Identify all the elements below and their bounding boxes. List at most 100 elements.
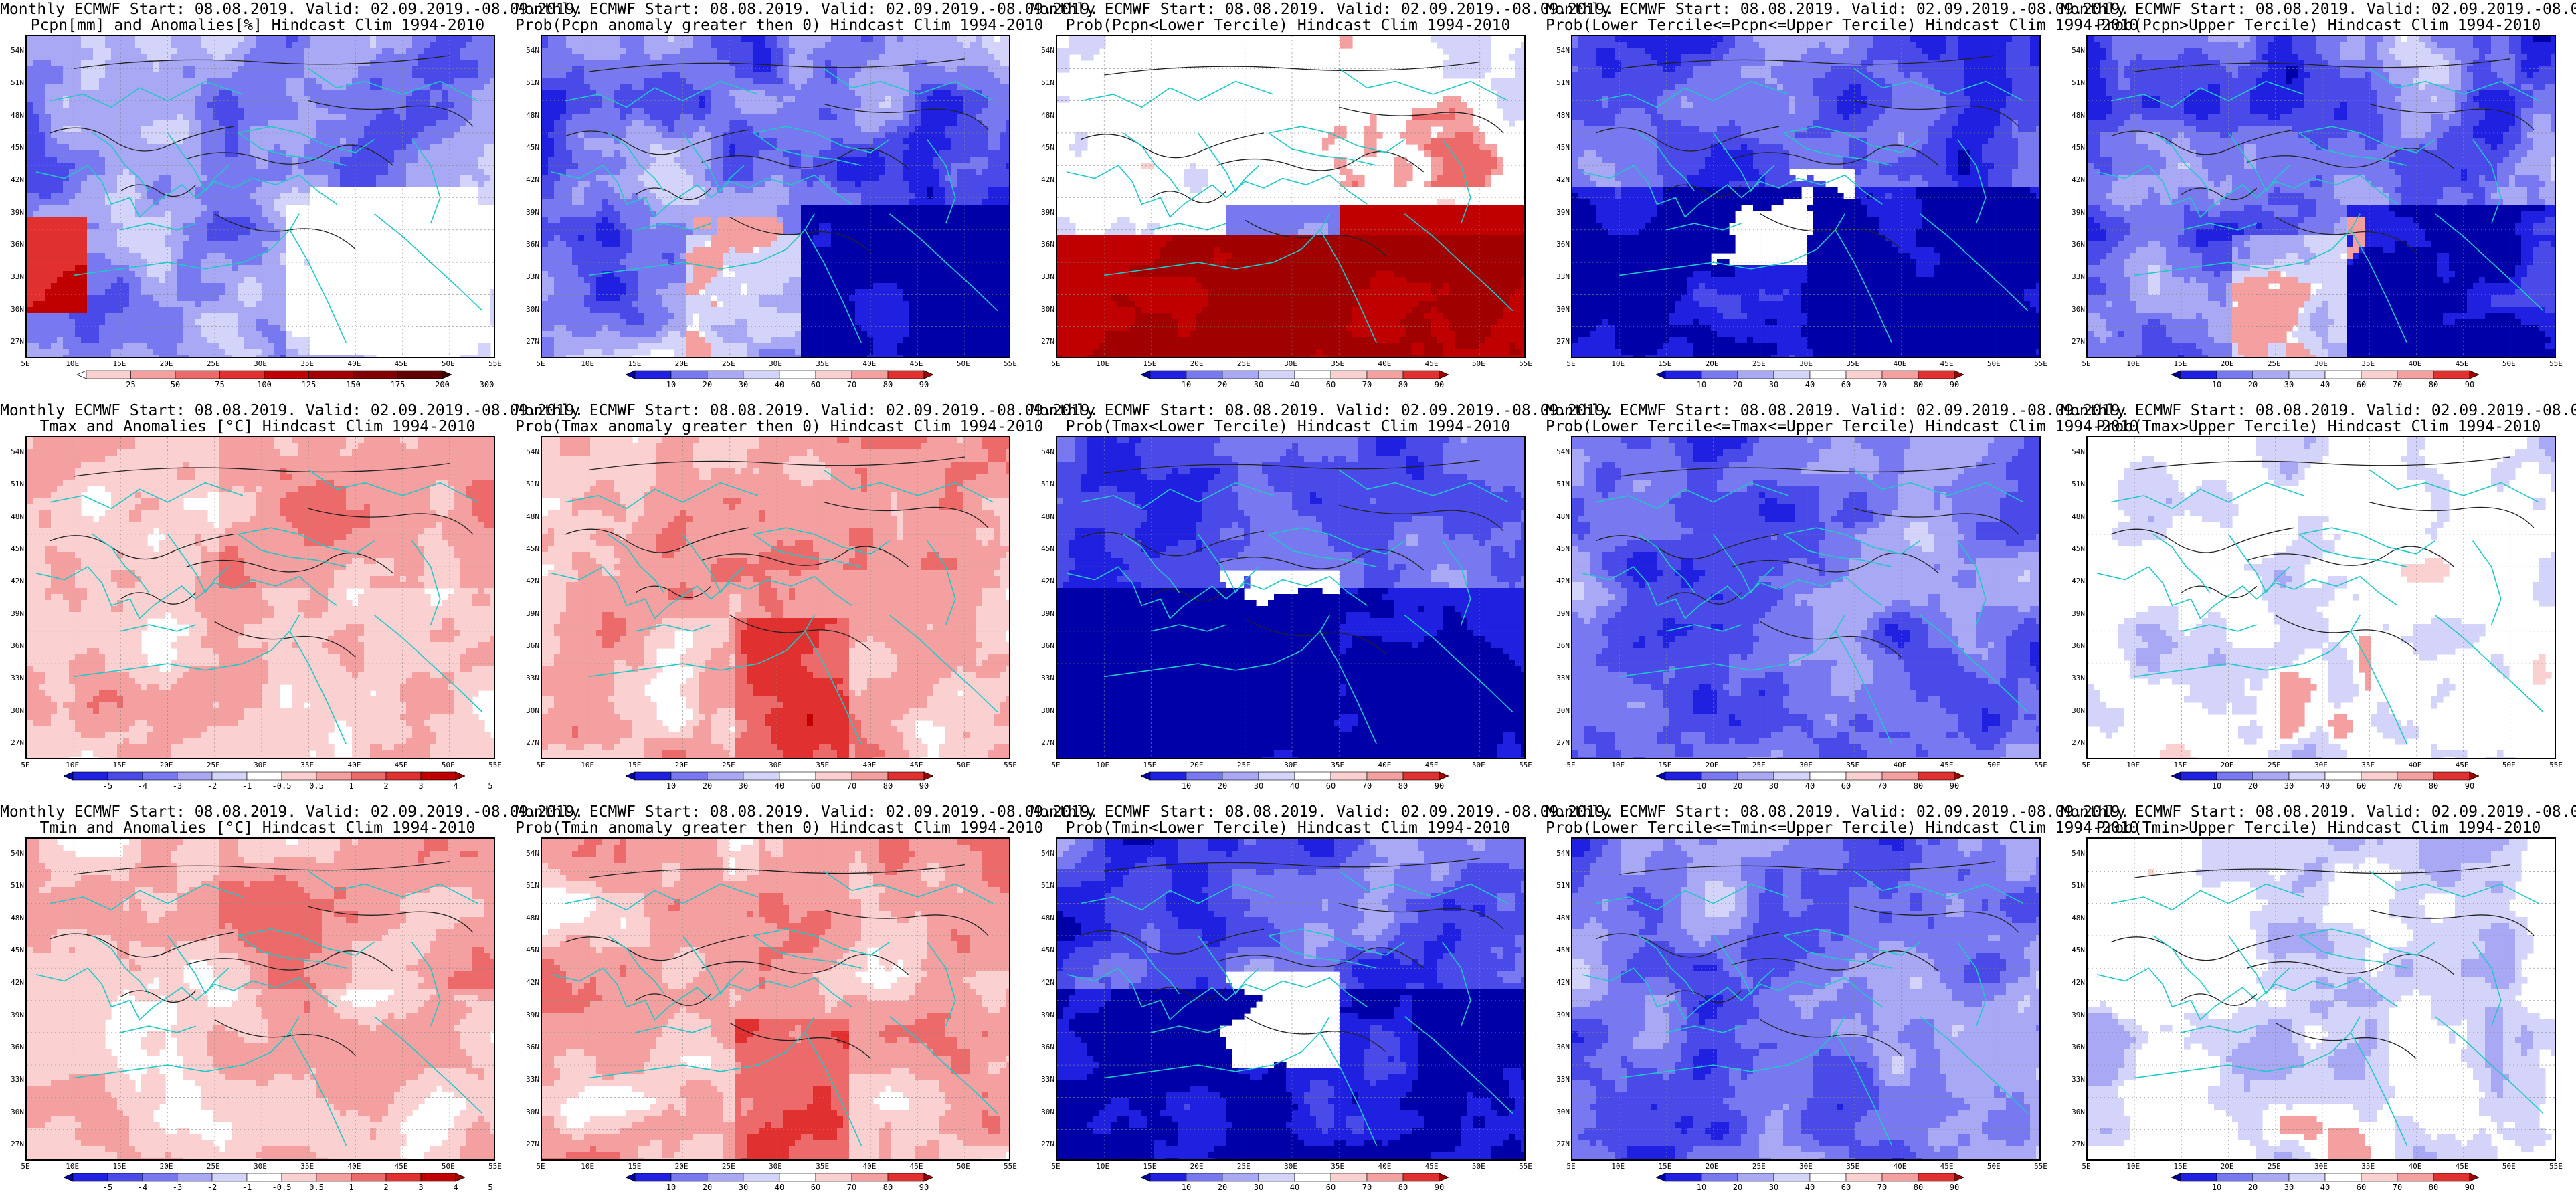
lon-tick-label: 45E: [1425, 359, 1439, 368]
colorbar-tick-label: 100: [257, 380, 272, 389]
colorbar: [1141, 1173, 1449, 1190]
lat-tick-label: 27N: [1548, 337, 1570, 346]
colorbar: [626, 771, 933, 789]
shaded-field: [1057, 839, 1524, 1159]
lat-tick-label: 27N: [3, 1140, 24, 1148]
lat-tick-label: 45N: [1033, 946, 1054, 955]
colorbar-tick-label: 70: [2393, 781, 2402, 791]
lon-tick-label: 30E: [1799, 359, 1813, 368]
contour-lines: [1080, 460, 1504, 655]
colorbar-swatch: [1918, 1173, 1955, 1182]
lat-tick-label: 51N: [1033, 78, 1054, 87]
colorbar-tick-label: 125: [302, 380, 316, 389]
lon-tick-label: 30E: [769, 761, 782, 769]
colorbar-swatch: [1402, 771, 1440, 781]
colorbar-tick-label: 3: [418, 781, 423, 791]
lat-tick-label: 51N: [518, 480, 539, 488]
colorbar-swatch: [1701, 370, 1738, 379]
lon-tick-label: 35E: [816, 1162, 829, 1171]
colorbar-tick-label: 20: [1218, 781, 1227, 791]
lon-tick-label: 50E: [1472, 761, 1485, 769]
colorbar-tick-label: 40: [2320, 380, 2330, 389]
colorbar-swatch: [264, 370, 309, 379]
colorbar-swatch: [634, 771, 672, 781]
colorbar: [2171, 370, 2479, 387]
lat-tick-label: 33N: [518, 272, 539, 281]
contour-lines: [1080, 858, 1504, 1053]
contour-lines: [50, 861, 474, 1056]
lat-tick-label: 39N: [1548, 1011, 1570, 1019]
lon-tick-label: 35E: [300, 761, 314, 769]
colorbar-min-arrow: [77, 370, 87, 379]
colorbar-swatch: [743, 370, 780, 379]
colorbar-swatch: [1809, 771, 1847, 781]
lon-tick-label: 40E: [347, 359, 361, 368]
colorbar-tick-label: 40: [2320, 781, 2330, 791]
lon-tick-label: 45E: [910, 761, 923, 769]
panel-header-line: Monthly ECMWF Start: 08.08.2019. Valid: …: [1546, 403, 2129, 419]
lon-tick-label: 45E: [1940, 1162, 1954, 1171]
lon-tick-label: 15E: [1143, 1162, 1156, 1171]
lat-tick-label: 27N: [1548, 1140, 1570, 1148]
lat-tick-label: 27N: [1033, 1140, 1054, 1148]
colorbar-swatch: [353, 370, 398, 379]
colorbar-swatch: [420, 1173, 456, 1182]
coastlines: [2096, 870, 2544, 1146]
colorbar-tick-label: 40: [1290, 781, 1299, 791]
lat-tick-label: 54N: [1548, 46, 1570, 55]
lat-tick-label: 30N: [2063, 706, 2085, 715]
lat-tick-label: 54N: [3, 849, 24, 858]
lon-tick-label: 5E: [1051, 1162, 1060, 1171]
colorbar-swatch: [246, 771, 282, 781]
lat-tick-label: 39N: [1548, 609, 1570, 618]
map-panel: Monthly ECMWF Start: 08.08.2019. Valid: …: [1030, 401, 1614, 803]
lat-tick-label: 36N: [1548, 240, 1570, 249]
colorbar-swatch: [1701, 1173, 1738, 1182]
lon-tick-label: 45E: [910, 1162, 923, 1171]
lat-tick-label: 30N: [1548, 706, 1570, 715]
colorbar-tick-label: 30: [2284, 1183, 2294, 1192]
shaded-field: [1572, 36, 2039, 357]
coastlines: [1581, 469, 2029, 745]
map-svg: [2088, 839, 2555, 1159]
colorbar-swatch: [1809, 370, 1847, 379]
colorbar-swatch: [211, 1173, 248, 1182]
coastlines: [1581, 870, 2029, 1146]
lon-tick-label: 20E: [160, 1162, 173, 1171]
lat-tick-label: 42N: [3, 577, 24, 585]
lon-tick-label: 35E: [2361, 1162, 2375, 1171]
colorbar-tick-label: -3: [173, 1183, 182, 1192]
colorbar-tick-label: 20: [1218, 380, 1227, 389]
lat-tick-label: 51N: [1548, 881, 1570, 890]
lat-tick-label: 48N: [1548, 914, 1570, 922]
coastlines: [551, 469, 998, 745]
colorbar-tick-label: 90: [2465, 781, 2474, 791]
colorbar-min-arrow: [1141, 771, 1151, 781]
colorbar-max-arrow: [2469, 1173, 2479, 1182]
lat-tick-label: 30N: [1548, 1108, 1570, 1116]
colorbar-swatch: [177, 771, 213, 781]
lon-tick-label: 40E: [1893, 1162, 1906, 1171]
lat-tick-label: 30N: [3, 706, 24, 715]
colorbar-swatch: [86, 370, 131, 379]
colorbar-swatch: [2397, 370, 2434, 379]
colorbar-tick-label: 80: [2429, 380, 2438, 389]
colorbar-swatch: [1294, 771, 1331, 781]
colorbar-tick-label: 10: [2212, 1183, 2221, 1192]
colorbar-min-arrow: [1656, 370, 1666, 379]
lat-tick-label: 42N: [1548, 175, 1570, 184]
colorbar-tick-label: 0.5: [309, 1183, 324, 1192]
lon-tick-label: 45E: [2456, 359, 2469, 368]
colorbar-tick-label: 20: [2248, 380, 2258, 389]
map-frame: [2086, 35, 2556, 358]
lon-tick-label: 55E: [2034, 1162, 2047, 1171]
colorbar-swatch: [1222, 1173, 1259, 1182]
colorbar-tick-label: 60: [811, 781, 820, 791]
colorbar-tick-label: 60: [1326, 380, 1336, 389]
lat-tick-label: 45N: [3, 544, 24, 553]
lat-tick-label: 39N: [3, 1011, 24, 1019]
colorbar-tick-label: -0.5: [272, 781, 292, 791]
colorbar-swatch: [397, 370, 443, 379]
colorbar-tick-label: 90: [919, 781, 929, 791]
colorbar-max-arrow: [923, 771, 933, 781]
